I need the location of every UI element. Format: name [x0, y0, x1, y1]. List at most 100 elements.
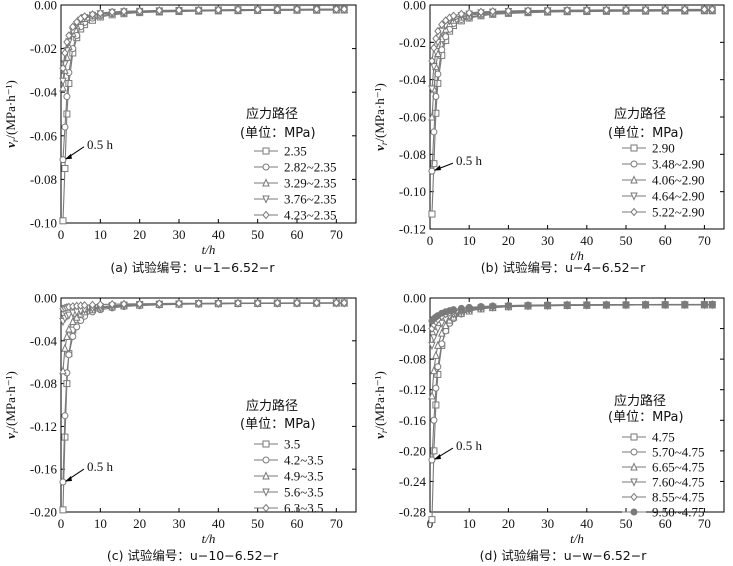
data-point: [88, 300, 97, 310]
data-point: [430, 43, 438, 53]
annotation-arrowhead: [64, 476, 72, 482]
data-point: [340, 4, 348, 14]
x-tick-label: 0: [427, 233, 434, 248]
y-tick-label: -0.28: [399, 505, 426, 520]
data-point: [155, 6, 163, 15]
data-point: [195, 5, 203, 15]
data-point: [61, 123, 69, 131]
data-point: [432, 384, 440, 392]
series-6: [428, 300, 716, 325]
x-tick-label: 70: [698, 233, 711, 248]
legend-label: 7.60~4.75: [652, 475, 705, 490]
data-point: [642, 300, 650, 308]
legend-label: 4.9~3.5: [284, 469, 324, 484]
legend-label: 4.2~3.5: [284, 453, 324, 468]
panel-caption: (d) 试验编号：u−w−6.52−r: [480, 548, 648, 563]
x-tick-label: 20: [133, 516, 146, 531]
data-point: [434, 26, 442, 36]
data-point: [661, 5, 669, 14]
legend-marker: [630, 160, 638, 168]
x-tick-label: 50: [251, 516, 264, 531]
chart-panel-3: 0 10 20 30 40 50 60 70 0.00 -0.04 -0.08 -0.12 -0.16 -…: [3, 291, 357, 563]
legend-subtitle: (单位：MPa): [608, 126, 684, 141]
data-point: [175, 299, 183, 308]
y-tick-label: -0.20: [30, 505, 57, 520]
data-point: [73, 323, 81, 331]
y-tick-label: -0.12: [399, 222, 426, 237]
legend-item: 4.75: [622, 430, 675, 445]
series-line: [62, 8, 345, 69]
legend-marker: [262, 471, 270, 480]
legend-item: 8.55~4.75: [622, 490, 705, 505]
data-point: [69, 22, 77, 32]
data-point: [59, 83, 67, 92]
data-point: [313, 4, 321, 14]
legend-label: 4.06~2.90: [652, 173, 705, 188]
x-tick-label: 40: [580, 233, 593, 248]
data-point: [175, 5, 183, 15]
annotation-arrowhead: [433, 454, 441, 460]
data-point: [432, 401, 440, 409]
data-point: [65, 311, 73, 320]
legend-item: 5.70~4.75: [622, 445, 705, 460]
chart-panel-1: 0 10 20 30 40 50 60 70 0.00 -0.02 -0.04 -0.06 -0.08 -…: [3, 0, 357, 275]
data-point: [69, 333, 77, 341]
legend-title: 应力路径: [614, 393, 666, 409]
data-point: [61, 343, 69, 352]
data-point: [700, 300, 708, 308]
data-point: [80, 301, 89, 310]
legend-item: 7.60~4.75: [622, 475, 705, 490]
data-point: [563, 301, 571, 309]
legend-marker: [630, 462, 638, 471]
data-point: [428, 341, 436, 351]
x-tick-label: 50: [251, 227, 264, 242]
data-point: [136, 6, 144, 16]
series-line: [431, 9, 713, 90]
annotation-label: 0.5 h: [87, 459, 114, 474]
data-point: [234, 5, 242, 14]
data-point: [61, 433, 69, 441]
data-point: [155, 299, 163, 308]
data-point: [430, 447, 438, 455]
data-point: [583, 5, 591, 15]
y-tick-label: -0.08: [30, 172, 57, 187]
y-tick-label: -0.12: [30, 419, 57, 434]
series-line: [62, 302, 345, 322]
data-point: [661, 300, 669, 308]
panel-caption: (a) 试验编号：u−1−6.52−r: [110, 260, 275, 275]
legend-label: 5.6~3.5: [284, 485, 324, 500]
legend-label: 2.82~2.35: [284, 160, 337, 175]
legend-marker: [262, 456, 270, 464]
data-point: [61, 48, 69, 58]
legend-title: 应力路径: [246, 106, 298, 122]
series-line: [431, 303, 713, 322]
data-point: [61, 412, 69, 420]
x-tick-label: 30: [173, 516, 186, 531]
data-point: [96, 300, 104, 309]
x-tick-label: 30: [541, 516, 554, 531]
data-point: [489, 7, 497, 16]
annotation-label: 0.5 h: [456, 153, 483, 168]
data-point: [332, 298, 340, 308]
legend-marker: [630, 433, 638, 441]
legend-label: 9.50~4.75: [652, 505, 705, 520]
series-line: [62, 8, 345, 82]
legend-marker: [262, 178, 270, 187]
legend-marker: [262, 147, 270, 155]
data-point: [430, 416, 438, 424]
x-tick-label: 10: [463, 516, 476, 531]
plot-frame: [60, 4, 357, 224]
legend-marker: [630, 448, 638, 456]
data-point: [457, 9, 466, 19]
legend-label: 6.65~4.75: [652, 460, 705, 475]
legend-marker: [630, 492, 638, 502]
x-tick-label: 50: [620, 233, 633, 248]
x-axis-title: t/h: [570, 248, 584, 263]
data-point: [622, 5, 630, 15]
data-point: [63, 331, 71, 341]
legend-label: 6.3~3.5: [284, 501, 324, 516]
data-point: [602, 5, 611, 15]
legend-marker: [630, 144, 638, 152]
y-tick-label: 0.00: [34, 291, 57, 306]
